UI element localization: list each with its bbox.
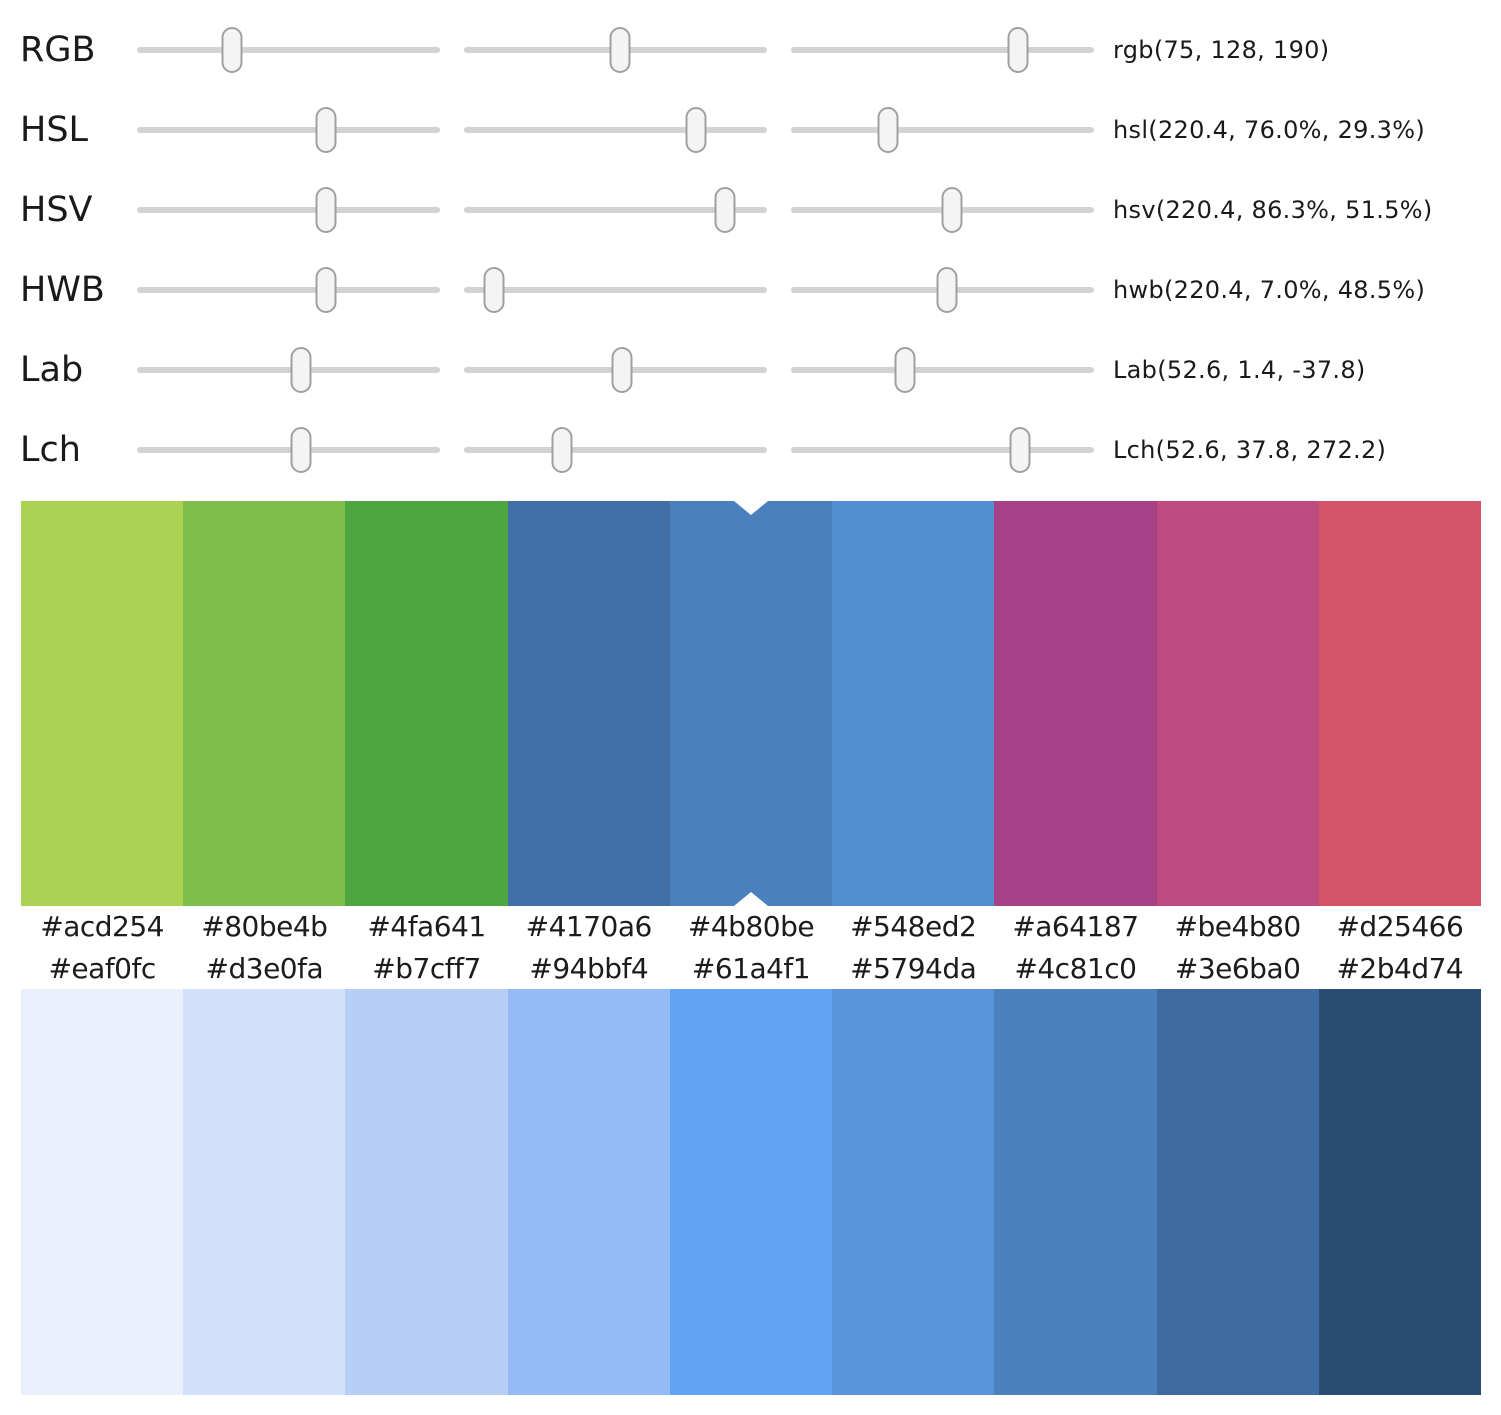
slider-row-lab: Lab Lab(52.6, 1.4, -37.8) [0, 330, 1501, 410]
swatch-hex-label: #4170a6 [525, 910, 653, 943]
bottom-strip [21, 989, 1481, 1395]
color-value-text: rgb(75, 128, 190) [1113, 36, 1330, 64]
color-value-text: Lch(52.6, 37.8, 272.2) [1113, 436, 1387, 464]
palette-swatch[interactable] [21, 989, 184, 1395]
slider-thumb[interactable] [1007, 27, 1029, 73]
slider-track[interactable] [464, 107, 767, 153]
slider-thumb[interactable] [221, 27, 243, 73]
swatch-hex-label: #80be4b [201, 910, 328, 943]
slider-row-hwb: HWB hwb(220.4, 7.0%, 48.5%) [0, 250, 1501, 330]
swatch-hex-label: #d25466 [1336, 910, 1464, 943]
slider-track[interactable] [137, 107, 440, 153]
slider-row-hsv: HSV hsv(220.4, 86.3%, 51.5%) [0, 170, 1501, 250]
swatch-hex-label: #a64187 [1012, 910, 1139, 943]
slider-thumb[interactable] [894, 347, 916, 393]
selected-swatch-marker [733, 501, 768, 515]
color-value-text: hsl(220.4, 76.0%, 29.3%) [1113, 116, 1426, 144]
color-value-text: hsv(220.4, 86.3%, 51.5%) [1113, 196, 1433, 224]
color-value-text: hwb(220.4, 7.0%, 48.5%) [1113, 276, 1426, 304]
palette-swatch[interactable] [183, 989, 346, 1395]
palette-swatch[interactable] [994, 989, 1157, 1395]
top-strip [21, 501, 1481, 906]
swatch-hex-label: #be4b80 [1174, 910, 1302, 943]
slider-track[interactable] [137, 427, 440, 473]
slider-track[interactable] [791, 187, 1094, 233]
slider-track[interactable] [464, 347, 767, 393]
swatch-hex-label: #d3e0fa [205, 952, 324, 985]
slider-row-label: HWB [20, 270, 105, 310]
slider-track[interactable] [137, 347, 440, 393]
slider-thumb[interactable] [611, 347, 633, 393]
swatch-hex-label: #5794da [850, 952, 977, 985]
slider-track[interactable] [791, 107, 1094, 153]
slider-track[interactable] [464, 267, 767, 313]
palette-swatch[interactable] [345, 501, 508, 906]
palette-swatch[interactable] [832, 989, 995, 1395]
swatch-hex-label: #3e6ba0 [1174, 952, 1301, 985]
slider-row-label: HSL [20, 110, 89, 150]
slider-track[interactable] [464, 427, 767, 473]
slider-row-label: Lch [20, 430, 81, 470]
slider-thumb[interactable] [714, 187, 736, 233]
slider-track[interactable] [791, 27, 1094, 73]
swatch-hex-label: #b7cff7 [372, 952, 481, 985]
slider-thumb[interactable] [609, 27, 631, 73]
palette-swatch[interactable] [21, 501, 184, 906]
slider-row-lch: Lch Lch(52.6, 37.8, 272.2) [0, 410, 1501, 490]
slider-track[interactable] [791, 427, 1094, 473]
slider-thumb[interactable] [315, 267, 337, 313]
palette-swatch[interactable] [507, 501, 670, 906]
slider-row-label: HSV [20, 190, 93, 230]
color-value-text: Lab(52.6, 1.4, -37.8) [1113, 356, 1366, 384]
palette-swatch[interactable] [507, 989, 670, 1395]
swatch-hex-label: #4fa641 [367, 910, 486, 943]
palette-swatch[interactable] [832, 501, 995, 906]
swatch-hex-label: #94bbf4 [529, 952, 649, 985]
slider-track[interactable] [137, 267, 440, 313]
slider-thumb[interactable] [877, 107, 899, 153]
palette-swatch[interactable] [1318, 989, 1481, 1395]
slider-row-rgb: RGB rgb(75, 128, 190) [0, 10, 1501, 90]
swatch-hex-label: #4c81c0 [1014, 952, 1137, 985]
slider-thumb[interactable] [551, 427, 573, 473]
slider-thumb[interactable] [483, 267, 505, 313]
slider-thumb[interactable] [290, 427, 312, 473]
swatch-hex-label: #4b80be [687, 910, 815, 943]
top-hex-row: #acd254 #80be4b #4fa641 #4170a6 #4b80be … [21, 906, 1481, 948]
palette-swatch[interactable] [1156, 989, 1319, 1395]
slider-thumb[interactable] [315, 107, 337, 153]
palette-swatch[interactable] [669, 989, 833, 1395]
swatch-hex-label: #548ed2 [850, 910, 977, 943]
slider-row-hsl: HSL hsl(220.4, 76.0%, 29.3%) [0, 90, 1501, 170]
slider-track[interactable] [137, 27, 440, 73]
slider-track[interactable] [791, 267, 1094, 313]
slider-row-label: Lab [20, 350, 84, 390]
slider-thumb[interactable] [315, 187, 337, 233]
swatch-hex-label: #acd254 [40, 910, 164, 943]
palette-swatch[interactable] [994, 501, 1157, 906]
swatch-hex-label: #eaf0fc [48, 952, 156, 985]
palette-swatch[interactable] [183, 501, 346, 906]
slider-track[interactable] [791, 347, 1094, 393]
selected-swatch-marker [733, 892, 768, 906]
swatch-hex-label: #61a4f1 [691, 952, 811, 985]
palette-swatch[interactable] [1318, 501, 1481, 906]
slider-track[interactable] [464, 27, 767, 73]
slider-track[interactable] [137, 187, 440, 233]
slider-thumb[interactable] [290, 347, 312, 393]
slider-thumb[interactable] [685, 107, 707, 153]
slider-track[interactable] [464, 187, 767, 233]
slider-panel: RGB rgb(75, 128, 190) HSL hsl(220.4, 76.… [0, 10, 1501, 490]
palette-swatch[interactable] [669, 501, 833, 906]
swatch-hex-label: #2b4d74 [1336, 952, 1464, 985]
slider-thumb[interactable] [1009, 427, 1031, 473]
slider-thumb[interactable] [941, 187, 963, 233]
slider-thumb[interactable] [936, 267, 958, 313]
bottom-hex-row: #eaf0fc #d3e0fa #b7cff7 #94bbf4 #61a4f1 … [21, 948, 1481, 989]
palette-swatch[interactable] [345, 989, 508, 1395]
slider-row-label: RGB [20, 30, 96, 70]
palette-swatch[interactable] [1156, 501, 1319, 906]
